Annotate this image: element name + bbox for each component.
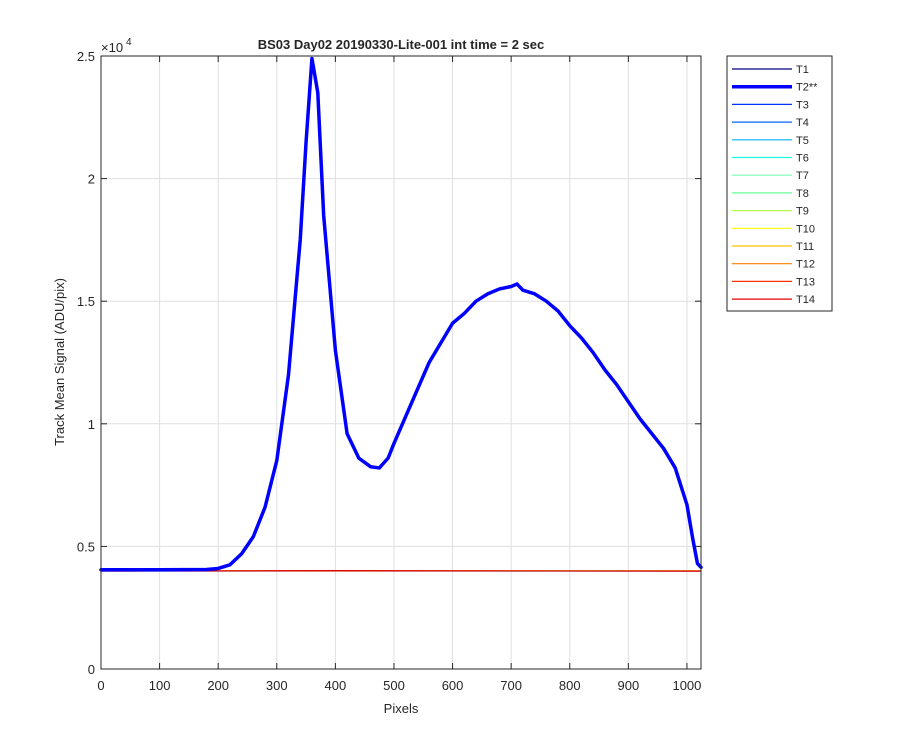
x-ticks: 0 100 200 300 400 500 600 700 800 900 1000 xyxy=(97,56,701,693)
series-line-t2 xyxy=(99,56,703,572)
y-tick-label: 0.5 xyxy=(77,539,95,554)
y-exponent-power: 4 xyxy=(126,37,132,48)
legend-label: T9 xyxy=(796,206,809,218)
legend-label: T1 xyxy=(796,64,809,76)
x-tick-label: 0 xyxy=(97,678,104,693)
legend-label: T12 xyxy=(796,259,815,271)
legend-label: T7 xyxy=(796,170,809,182)
plot-background xyxy=(101,56,701,669)
x-tick-label: 800 xyxy=(559,678,581,693)
legend-label: T10 xyxy=(796,223,815,235)
x-tick-label: 200 xyxy=(207,678,229,693)
x-tick-label: 900 xyxy=(617,678,639,693)
legend-label: T6 xyxy=(796,153,809,165)
plot-frame xyxy=(100,55,702,670)
x-tick-label: 100 xyxy=(149,678,171,693)
y-axis-label: Track Mean Signal (ADU/pix) xyxy=(52,278,67,446)
legend-item: T11 xyxy=(732,241,814,253)
series-layer xyxy=(99,56,703,572)
legend-item: T14 xyxy=(732,294,815,306)
x-tick-label: 300 xyxy=(266,678,288,693)
legend-item: T7 xyxy=(732,170,809,182)
legend-item: T6 xyxy=(732,153,809,165)
legend-item: T2** xyxy=(732,82,818,94)
x-tick-label: 400 xyxy=(325,678,347,693)
legend-item: T10 xyxy=(732,223,815,235)
legend-label: T14 xyxy=(796,294,815,306)
x-tick-label: 600 xyxy=(442,678,464,693)
legend-label: T8 xyxy=(796,188,809,200)
x-tick-label: 700 xyxy=(500,678,522,693)
y-tick-label: 1.5 xyxy=(77,294,95,309)
y-exponent-base: ×10 xyxy=(101,40,123,55)
y-tick-label: 0 xyxy=(88,662,95,677)
legend-item: T5 xyxy=(732,135,809,147)
legend-label: T4 xyxy=(796,117,809,129)
legend-item: T12 xyxy=(732,259,815,271)
x-axis-label: Pixels xyxy=(384,701,419,716)
y-ticks: 0 0.5 1 1.5 2 2.5 xyxy=(77,49,701,677)
x-tick-label: 500 xyxy=(383,678,405,693)
legend-label: T3 xyxy=(796,99,809,111)
legend-label: T11 xyxy=(796,241,814,253)
legend-items: T1 T2** T3 T4 T5 T6 T7 T8 T9 T10 T11 T12 T13 T14 xyxy=(732,64,818,306)
y-tick-label: 1 xyxy=(88,417,95,432)
legend-item: T1 xyxy=(732,64,809,76)
chart-title: BS03 Day02 20190330-Lite-001 int time = … xyxy=(258,37,545,52)
x-tick-label: 1000 xyxy=(672,678,701,693)
y-tick-label: 2 xyxy=(88,172,95,187)
legend-item: T13 xyxy=(732,276,815,288)
legend-box xyxy=(726,55,833,312)
legend-label: T2** xyxy=(796,82,818,94)
grid xyxy=(101,56,701,669)
legend-item: T4 xyxy=(732,117,809,129)
legend: T1 T2** T3 T4 T5 T6 T7 T8 T9 T10 T11 T12 T13 T14 xyxy=(726,55,833,312)
legend-item: T3 xyxy=(732,99,809,111)
legend-item: T8 xyxy=(732,188,809,200)
legend-label: T13 xyxy=(796,276,815,288)
y-tick-label: 2.5 xyxy=(77,49,95,64)
legend-item: T9 xyxy=(732,206,809,218)
legend-label: T5 xyxy=(796,135,809,147)
